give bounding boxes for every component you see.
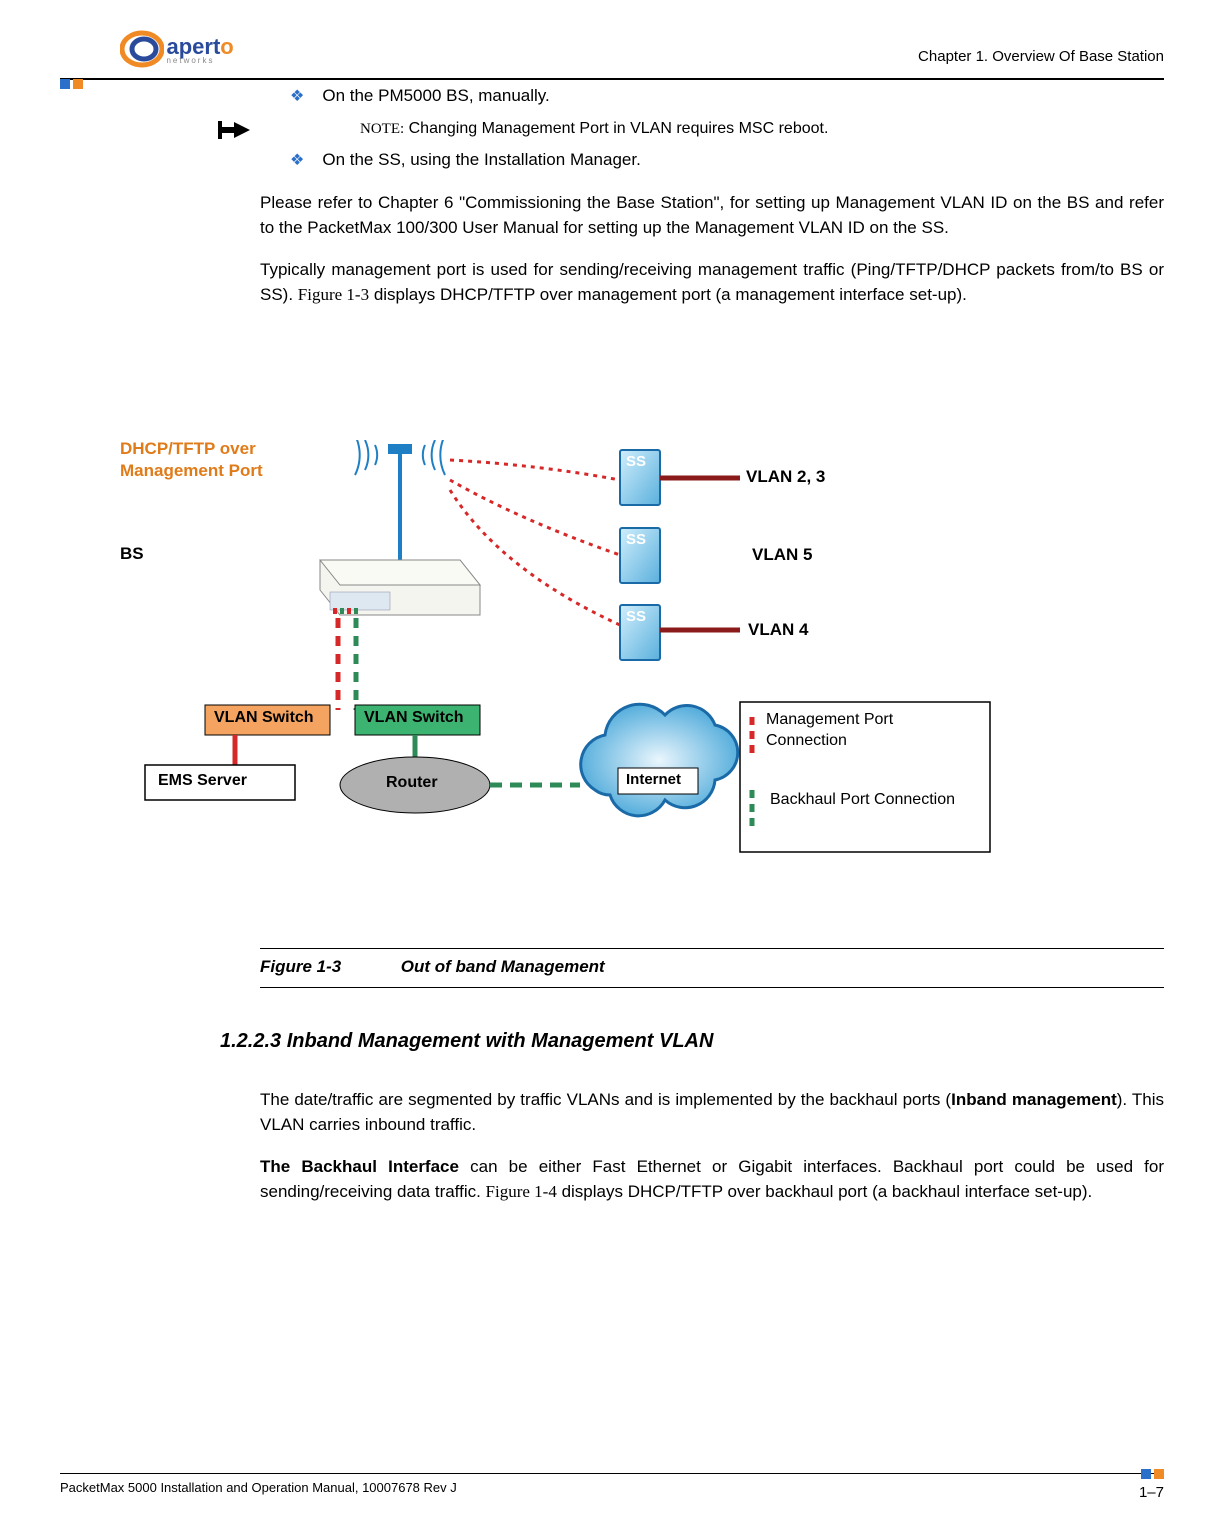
- wireless-link: [450, 460, 620, 480]
- paragraph: Please refer to Chapter 6 "Commissioning…: [260, 191, 1164, 240]
- chapter-title: Chapter 1. Overview Of Base Station: [918, 48, 1164, 65]
- figure-caption: Figure 1-3 Out of band Management: [260, 948, 1164, 988]
- diamond-bullet-icon: ❖: [290, 152, 304, 169]
- vlan-label: VLAN 4: [748, 620, 808, 640]
- bullet-item: ❖ On the SS, using the Installation Manag…: [290, 148, 1164, 173]
- vlan-switch-label: VLAN Switch: [214, 709, 314, 727]
- bs-label: BS: [120, 544, 144, 564]
- bullet-text: On the PM5000 BS, manually.: [322, 86, 549, 105]
- body-content-2: The date/traffic are segmented by traffi…: [260, 1070, 1164, 1223]
- figure-reference: Figure 1-3: [298, 285, 369, 304]
- logo-text: aperto networks: [166, 34, 233, 65]
- router-label: Router: [386, 774, 438, 792]
- legend-backhaul-label: Backhaul Port Connection: [770, 790, 970, 811]
- note-row: NOTE: Changing Management Port in VLAN r…: [260, 117, 1164, 141]
- diagram-svg: [120, 440, 1040, 940]
- ss-label: SS: [626, 453, 646, 470]
- bullet-item: ❖ On the PM5000 BS, manually.: [290, 84, 1164, 109]
- diamond-bullet-icon: ❖: [290, 88, 304, 105]
- header-decoration-dots: [60, 76, 86, 94]
- ss-label: SS: [626, 531, 646, 548]
- figure-title: Out of band Management: [401, 957, 605, 976]
- logo-swirl-icon: [120, 30, 164, 68]
- internet-cloud-icon: [581, 704, 738, 816]
- ss-label: SS: [626, 608, 646, 625]
- section-heading: 1.2.2.3 Inband Management with Managemen…: [220, 1030, 713, 1053]
- paragraph: Typically management port is used for se…: [260, 258, 1164, 307]
- vlan-label: VLAN 5: [752, 545, 812, 565]
- vlan-label: VLAN 2, 3: [746, 467, 825, 487]
- paragraph: The Backhaul Interface can be either Fas…: [260, 1155, 1164, 1204]
- network-diagram: DHCP/TFTP over Management Port: [120, 440, 1040, 940]
- vlan-switch-label: VLAN Switch: [364, 709, 464, 727]
- ems-server-label: EMS Server: [158, 772, 247, 790]
- bullet-text: On the SS, using the Installation Manage…: [322, 150, 640, 169]
- bs-device-icon: [320, 560, 480, 615]
- legend-mgmt-label: Management Port Connection: [766, 710, 976, 752]
- footer-decoration-dots: [1138, 1467, 1164, 1482]
- wireless-link: [450, 480, 620, 555]
- internet-label: Internet: [626, 771, 681, 788]
- paragraph: The date/traffic are segmented by traffi…: [260, 1088, 1164, 1137]
- page-header: aperto networks Chapter 1. Overview Of B…: [60, 30, 1164, 80]
- pointing-hand-icon: [216, 115, 254, 145]
- note-text: NOTE: Changing Management Port in VLAN r…: [360, 117, 1164, 141]
- footer-text: PacketMax 5000 Installation and Operatio…: [60, 1480, 457, 1495]
- body-content: ❖ On the PM5000 BS, manually. NOTE: Chang…: [260, 80, 1164, 326]
- figure-reference: Figure 1-4: [486, 1182, 557, 1201]
- page-footer: PacketMax 5000 Installation and Operatio…: [60, 1473, 1164, 1495]
- antenna-icon: [355, 440, 445, 560]
- logo: aperto networks: [120, 30, 234, 68]
- page-number: 1–7: [1139, 1484, 1164, 1501]
- figure-number: Figure 1-3: [260, 957, 341, 976]
